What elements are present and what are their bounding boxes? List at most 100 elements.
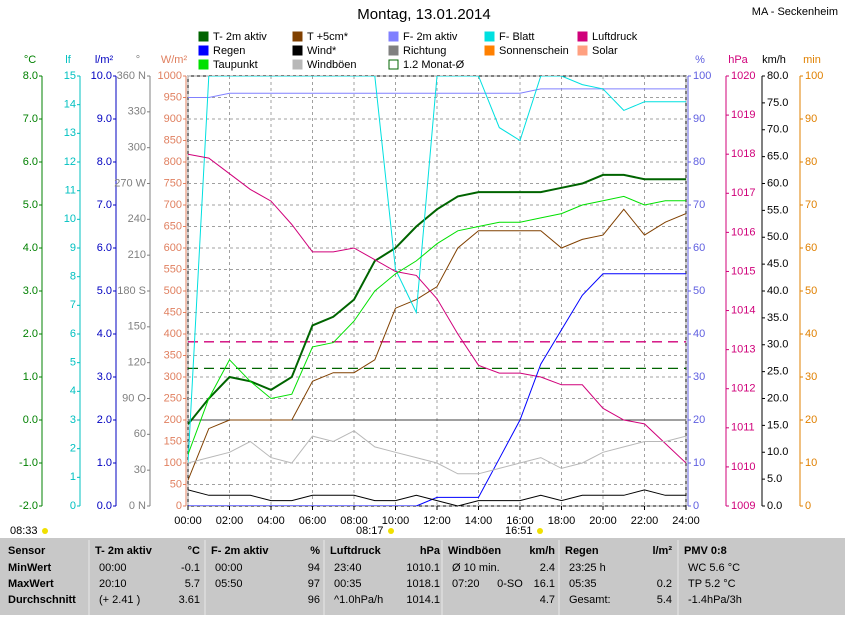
row-label: MinWert bbox=[8, 562, 52, 574]
y-tick-label: 30 bbox=[693, 371, 705, 383]
column-title: Windböen bbox=[448, 545, 501, 557]
y-tick-label: 0.0 bbox=[767, 500, 782, 512]
y-tick-label: 1.0 bbox=[97, 457, 112, 469]
legend-swatch bbox=[484, 31, 495, 42]
sun-icon bbox=[42, 528, 48, 534]
sun-time: 08:17 bbox=[356, 525, 384, 537]
sun-time: 16:51 bbox=[505, 525, 533, 537]
legend-swatch bbox=[292, 31, 303, 42]
y-tick-label: 750 bbox=[164, 177, 182, 189]
cell-text: 94 bbox=[308, 562, 320, 574]
column-unit: km/h bbox=[529, 545, 555, 557]
y-tick-label: 15.0 bbox=[767, 419, 788, 431]
chart-title: Montag, 13.01.2014 bbox=[357, 6, 490, 23]
y-tick-label: 1.0 bbox=[23, 371, 38, 383]
cell-text: 5.4 bbox=[657, 594, 672, 606]
cell-text: 23:25 h bbox=[569, 562, 606, 574]
x-tick-label: 24:00 bbox=[672, 515, 700, 527]
y-tick-label: 60.0 bbox=[767, 177, 788, 189]
y-tick-label: 700 bbox=[164, 199, 182, 211]
y-tick-label: 35.0 bbox=[767, 312, 788, 324]
legend-label: 1.2 Monat-Ø bbox=[403, 59, 465, 71]
y-tick-label: 30 bbox=[805, 371, 817, 383]
y-tick-label: 90 bbox=[805, 113, 817, 125]
cell-text: 5.7 bbox=[185, 578, 200, 590]
y-tick-label: 1 bbox=[70, 471, 76, 483]
y-tick-label: 7.0 bbox=[97, 199, 112, 211]
axis-title: min bbox=[803, 54, 821, 66]
series-line bbox=[188, 489, 686, 506]
x-tick-label: 00:00 bbox=[174, 515, 202, 527]
x-tick-label: 04:00 bbox=[257, 515, 285, 527]
y-tick-label: 4.0 bbox=[23, 242, 38, 254]
y-tick-label: 70.0 bbox=[767, 124, 788, 136]
series-line bbox=[188, 195, 686, 455]
y-tick-label: 11 bbox=[65, 185, 76, 197]
x-tick-label: 02:00 bbox=[216, 515, 244, 527]
x-tick-label: 16:00 bbox=[506, 515, 534, 527]
legend-label: T- 2m aktiv bbox=[213, 31, 267, 43]
cell-text: 00:00 bbox=[99, 562, 127, 574]
axis-title: % bbox=[695, 54, 705, 66]
y-tick-label: 55.0 bbox=[767, 204, 788, 216]
y-tick-label: 1011 bbox=[731, 422, 755, 434]
y-tick-label: 100 bbox=[693, 70, 711, 82]
y-tick-label: 3.0 bbox=[97, 371, 112, 383]
y-tick-label: 5.0 bbox=[23, 199, 38, 211]
y-tick-label: 6.0 bbox=[97, 242, 112, 254]
legend-label: T +5cm* bbox=[307, 31, 349, 43]
legend-swatch bbox=[388, 31, 399, 42]
sun-time: 08:33 bbox=[10, 525, 38, 537]
y-tick-label: 40.0 bbox=[767, 285, 788, 297]
y-tick-label: 0.0 bbox=[23, 414, 38, 426]
y-tick-label: 80 bbox=[693, 156, 705, 168]
y-tick-label: 70 bbox=[805, 199, 817, 211]
axis-title: ° bbox=[136, 54, 140, 66]
x-tick-label: 14:00 bbox=[465, 515, 493, 527]
series-line bbox=[188, 173, 686, 425]
sun-icon bbox=[388, 528, 394, 534]
y-tick-label: 150 bbox=[128, 321, 146, 333]
y-tick-label: 70 bbox=[693, 199, 705, 211]
cell-text: 96 bbox=[308, 594, 320, 606]
sun-icon bbox=[537, 528, 543, 534]
y-tick-label: 30.0 bbox=[767, 339, 788, 351]
y-tick-label: 1017 bbox=[731, 187, 755, 199]
y-tick-label: 0 N bbox=[129, 500, 146, 512]
y-tick-label: 60 bbox=[134, 428, 146, 440]
y-tick-label: 900 bbox=[164, 113, 182, 125]
legend-swatch bbox=[484, 45, 495, 56]
cell-text: 23:40 bbox=[334, 562, 362, 574]
axis-title: l/m² bbox=[95, 54, 114, 66]
y-tick-label: 20 bbox=[693, 414, 705, 426]
y-tick-label: 800 bbox=[164, 156, 182, 168]
y-tick-label: 6.0 bbox=[23, 156, 38, 168]
y-tick-label: 12 bbox=[64, 156, 76, 168]
y-tick-label: 7.0 bbox=[23, 113, 38, 125]
y-tick-label: 330 bbox=[128, 106, 146, 118]
legend-swatch bbox=[577, 45, 588, 56]
x-tick-label: 20:00 bbox=[589, 515, 617, 527]
cell-text: 1014.1 bbox=[406, 594, 440, 606]
cell-text: 1018.1 bbox=[406, 578, 440, 590]
y-tick-label: 240 bbox=[128, 213, 146, 225]
y-tick-label: 65.0 bbox=[767, 151, 788, 163]
x-tick-label: 12:00 bbox=[423, 515, 451, 527]
series-line bbox=[188, 153, 686, 464]
y-tick-label: 950 bbox=[164, 91, 182, 103]
y-tick-label: 50 bbox=[805, 285, 817, 297]
y-tick-label: 90 bbox=[693, 113, 705, 125]
y-tick-label: 10 bbox=[693, 457, 705, 469]
y-tick-label: 45.0 bbox=[767, 258, 788, 270]
cell-text: Ø 10 min. bbox=[452, 562, 500, 574]
y-tick-label: 1018 bbox=[731, 148, 755, 160]
x-tick-label: 22:00 bbox=[631, 515, 659, 527]
legend-swatch bbox=[388, 59, 399, 70]
y-tick-label: 360 N bbox=[117, 70, 146, 82]
y-tick-label: 2 bbox=[70, 443, 76, 455]
axis-title: km/h bbox=[762, 54, 786, 66]
y-tick-label: 0 bbox=[70, 500, 76, 512]
y-tick-label: 30 bbox=[134, 464, 146, 476]
y-tick-label: 1013 bbox=[731, 344, 755, 356]
y-tick-label: 400 bbox=[164, 328, 182, 340]
